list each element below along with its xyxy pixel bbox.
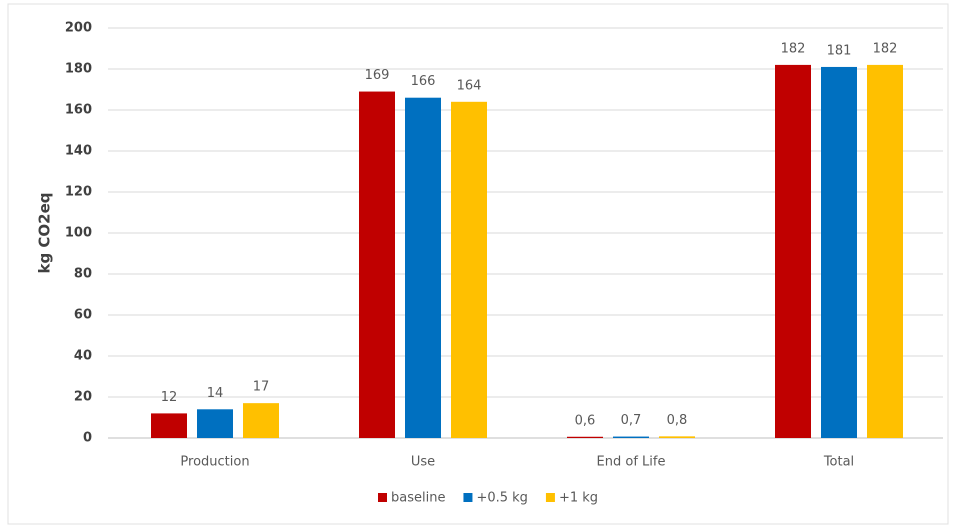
bar xyxy=(775,64,811,439)
x-tick-label: Use xyxy=(411,455,435,470)
y-tick-label: 60 xyxy=(74,308,92,323)
legend-label: baseline xyxy=(391,491,445,506)
bar xyxy=(359,91,395,439)
data-label: 14 xyxy=(207,386,224,401)
x-tick-label: End of Life xyxy=(597,455,666,470)
y-tick-label: 140 xyxy=(65,144,92,159)
bar xyxy=(243,403,279,438)
bar xyxy=(821,66,857,438)
bar xyxy=(197,409,233,438)
legend-swatch xyxy=(545,493,555,502)
y-tick-label: 20 xyxy=(74,390,92,405)
legend-swatch xyxy=(378,493,387,502)
data-label: 182 xyxy=(873,41,898,56)
data-label: 0,8 xyxy=(667,413,688,428)
data-label: 181 xyxy=(827,43,852,58)
y-tick-label: 0 xyxy=(83,431,92,446)
y-tick-label: 120 xyxy=(65,185,92,200)
data-label: 169 xyxy=(365,68,390,83)
bar xyxy=(867,64,903,439)
bar xyxy=(451,101,487,439)
y-tick-label: 80 xyxy=(74,267,92,282)
y-tick-label: 100 xyxy=(65,226,92,241)
data-label: 0,7 xyxy=(621,413,642,428)
y-tick-label: 200 xyxy=(65,21,92,36)
bar xyxy=(151,413,187,438)
bar xyxy=(613,436,649,438)
data-label: 17 xyxy=(253,380,270,395)
x-tick-label: Production xyxy=(180,455,249,470)
data-label: 182 xyxy=(781,41,806,56)
y-tick-label: 40 xyxy=(74,349,92,364)
legend-label: +1 kg xyxy=(559,491,598,506)
bar xyxy=(659,436,695,438)
data-label: 0,6 xyxy=(575,413,596,428)
y-tick-label: 180 xyxy=(65,62,92,77)
bar xyxy=(567,436,603,438)
data-label: 166 xyxy=(411,74,436,89)
legend-label: +0.5 kg xyxy=(476,491,527,506)
bar xyxy=(405,97,441,438)
x-tick-label: Total xyxy=(823,455,854,470)
data-label: 164 xyxy=(457,78,482,93)
y-tick-label: 160 xyxy=(65,103,92,118)
y-axis-title: kg CO2eq xyxy=(36,192,54,273)
legend-swatch xyxy=(463,493,473,502)
data-label: 12 xyxy=(161,390,178,405)
